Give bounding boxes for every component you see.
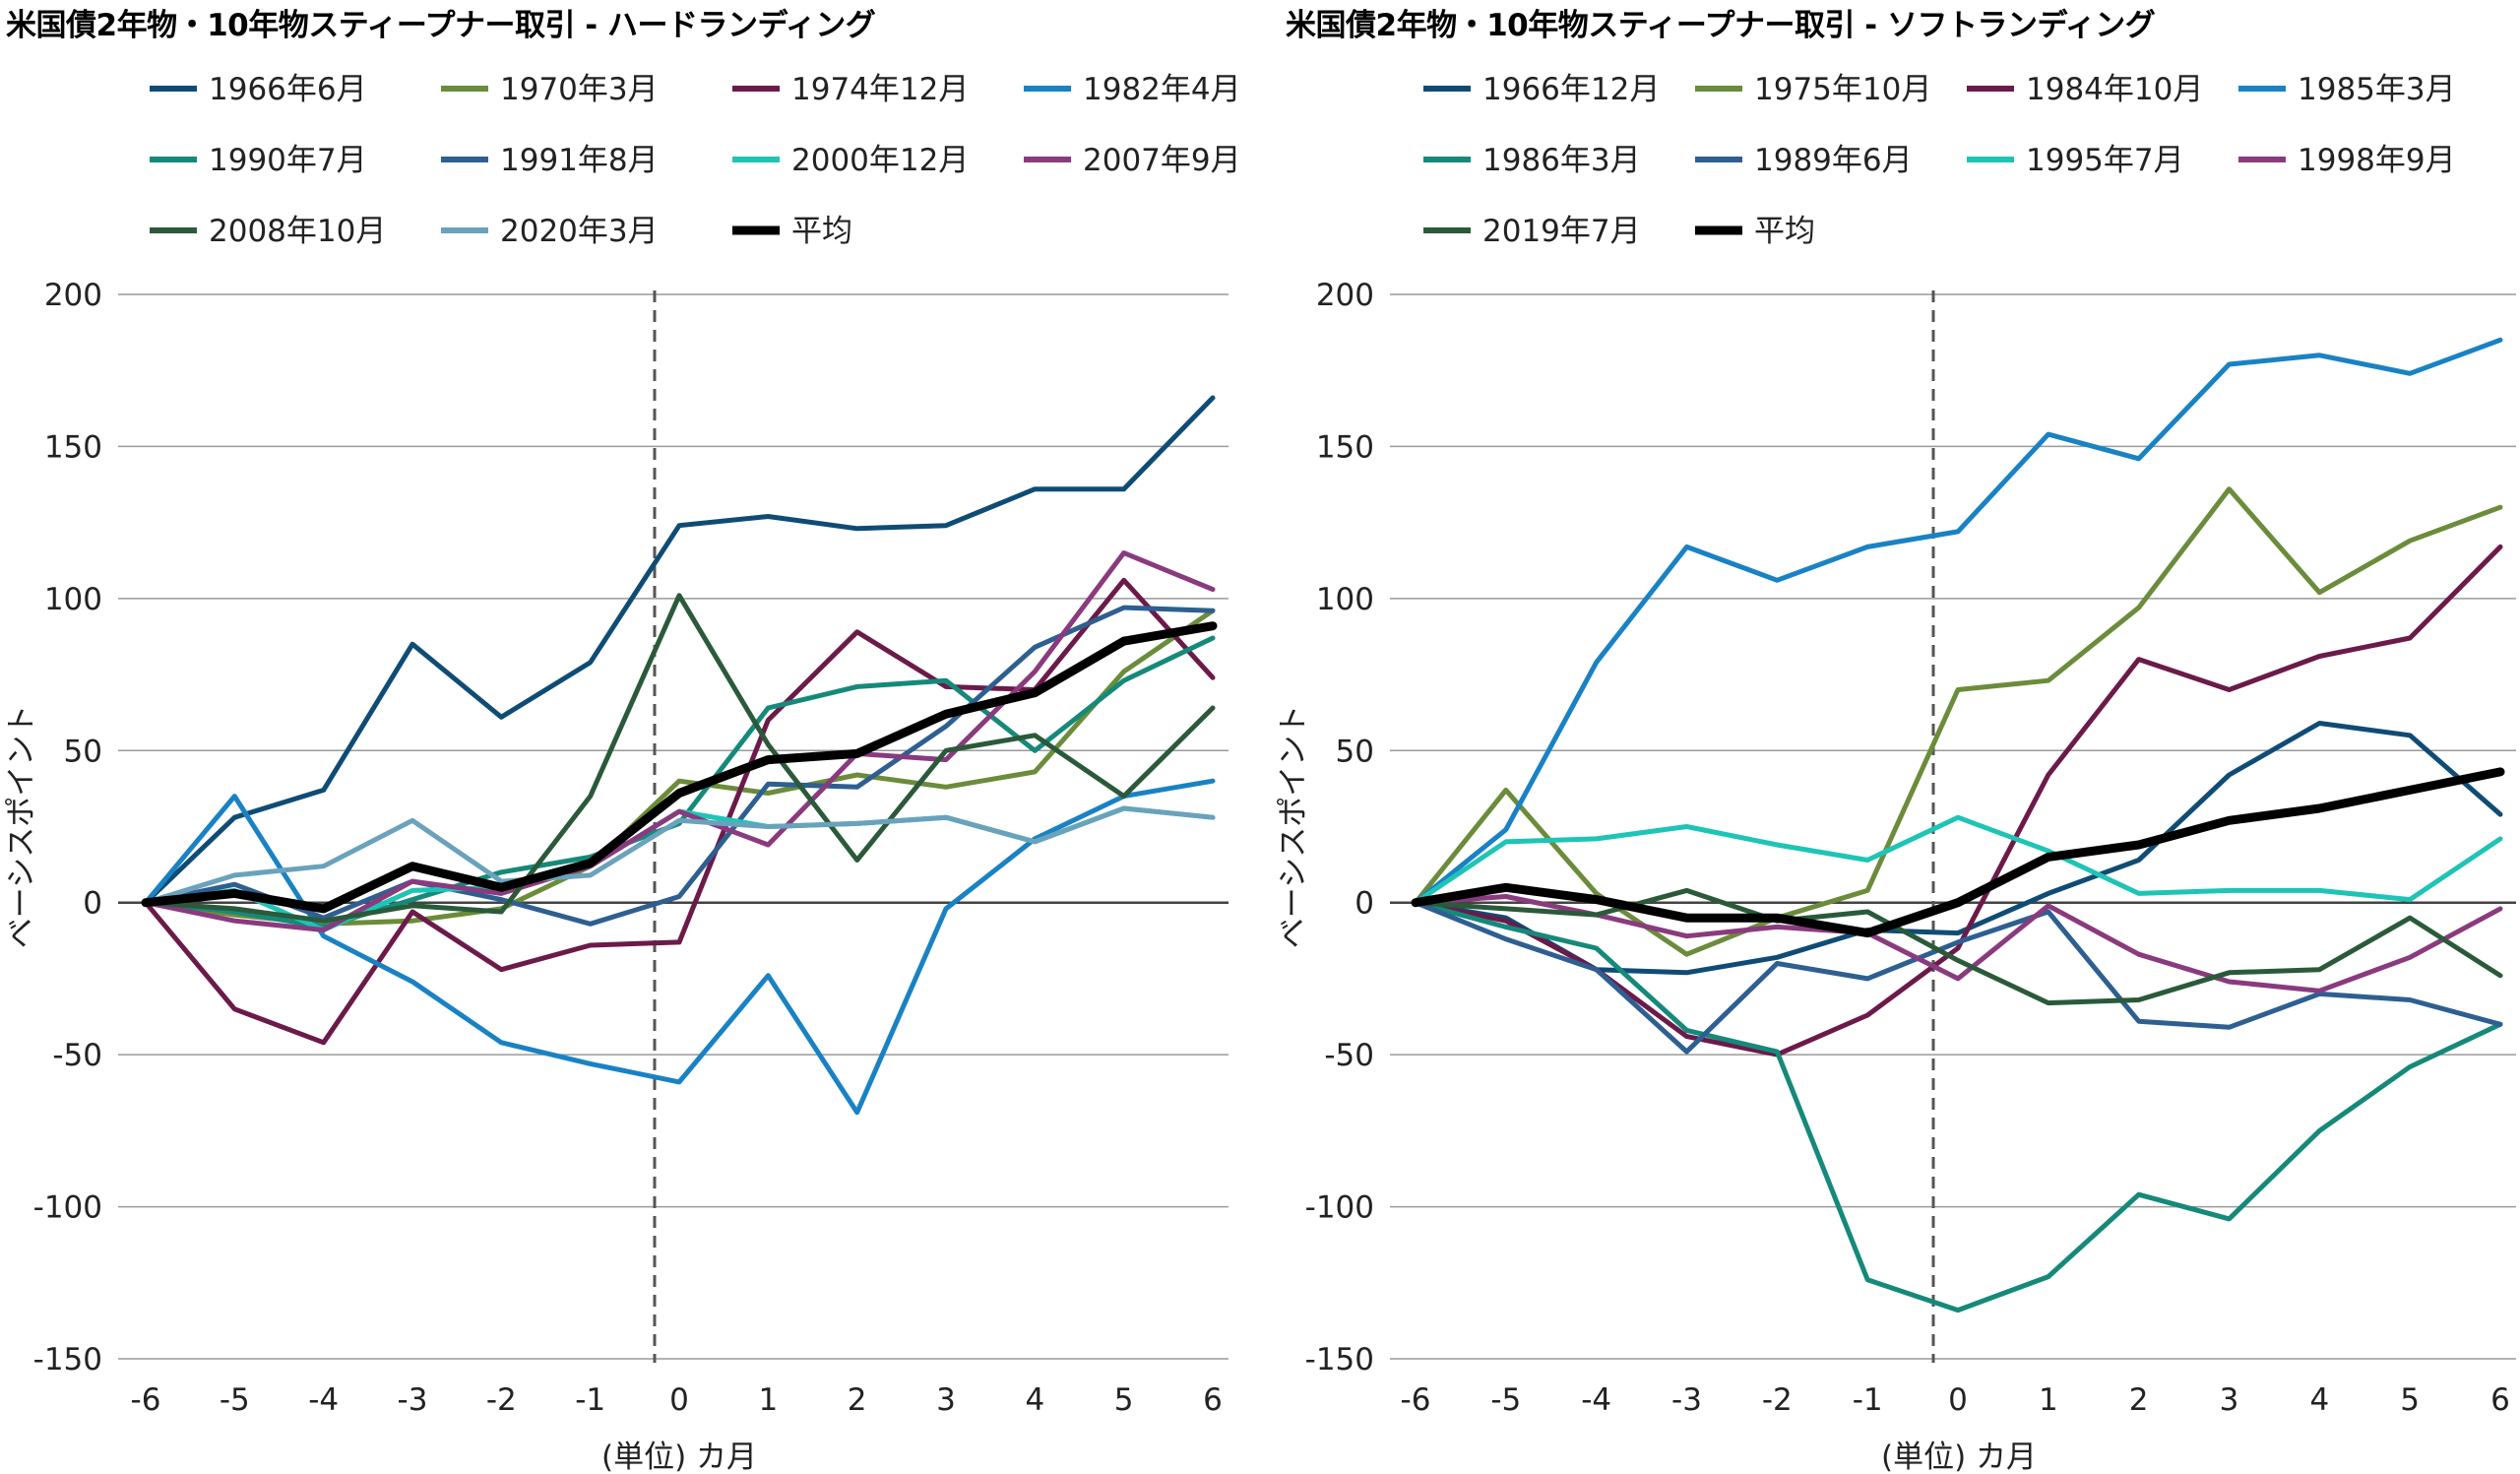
- y-axis-label: ベーシスポイント: [1276, 705, 1311, 948]
- legend-label: 1990年7月: [209, 143, 367, 178]
- chart-title-hard-landing: 米国債2年物・10年物スティープナー取引 - ハードランディング: [6, 8, 876, 43]
- legend-label: 1982年4月: [1083, 72, 1241, 107]
- series-line: [1413, 900, 2503, 1055]
- y-axis-label: ベーシスポイント: [4, 705, 39, 948]
- series-line: [1413, 900, 2503, 1314]
- x-tick-label: -5: [220, 1382, 250, 1418]
- x-axis-label: (単位) カ月: [601, 1440, 757, 1474]
- legend-label: 1995年7月: [2026, 143, 2184, 178]
- x-tick-label: 5: [1114, 1382, 1134, 1418]
- legend-label: 2000年12月: [791, 143, 969, 178]
- series-line: [1413, 721, 2503, 976]
- x-tick-label: -1: [575, 1382, 605, 1418]
- x-tick-label: 6: [1203, 1382, 1223, 1418]
- x-tick-label: 1: [758, 1382, 778, 1418]
- y-tick-label: 150: [44, 429, 102, 465]
- chart-panel-soft-landing: 米国債2年物・10年物スティープナー取引 - ソフトランディング 200 150 1…: [1276, 0, 2520, 1474]
- y-tick-label: 0: [83, 886, 102, 922]
- legend-label: 1970年3月: [500, 72, 659, 107]
- x-tick-label: 3: [936, 1382, 956, 1418]
- x-tick-label: 5: [2400, 1382, 2420, 1418]
- chart-hard-landing: 200 150 100 50 0 -50 -100 -150 -6 -5 -4 -3 -2 -1 0 1 2 3 4…: [4, 72, 1241, 1474]
- y-tick-label: -100: [1305, 1190, 1374, 1226]
- x-tick-label: 6: [2490, 1382, 2510, 1418]
- chart-title-soft-landing: 米国債2年物・10年物スティープナー取引 - ソフトランディング: [1286, 8, 2156, 43]
- x-tick-label: -6: [1401, 1382, 1431, 1418]
- legend-label: 2020年3月: [500, 214, 659, 249]
- x-tick-label: -1: [1853, 1382, 1883, 1418]
- y-tick-label: -50: [52, 1038, 102, 1073]
- x-tick-label: 2: [848, 1382, 867, 1418]
- x-tick-label: -2: [486, 1382, 517, 1418]
- y-tick-label: 100: [44, 582, 102, 617]
- x-tick-label: 1: [2039, 1382, 2058, 1418]
- series-line: [143, 550, 1216, 932]
- series-line: [143, 395, 1216, 906]
- y-tick-label: 150: [1316, 429, 1374, 465]
- series-line: [143, 608, 1216, 927]
- series-line: [1413, 337, 2503, 906]
- chart-soft-landing: 200 150 100 50 0 -50 -100 -150 -6 -5 -4 -3 -2 -1 0 1 2 3 4…: [1276, 72, 2516, 1474]
- series-line: [143, 805, 1216, 906]
- legend-label: 1986年3月: [1482, 143, 1641, 178]
- series-line: [1411, 767, 2505, 938]
- y-tick-label: 0: [1354, 886, 1374, 922]
- series-line: [141, 621, 1218, 914]
- x-tick-label: -6: [131, 1382, 161, 1418]
- series-line: [143, 778, 1216, 1116]
- x-tick-label: 2: [2129, 1382, 2149, 1418]
- x-tick-label: -3: [398, 1382, 428, 1418]
- series-line: [1413, 486, 2503, 957]
- series-line: [143, 635, 1216, 929]
- y-tick-label: 200: [1316, 278, 1374, 313]
- legend-label: 1989年6月: [1754, 143, 1913, 178]
- series-line: [1413, 887, 2503, 1006]
- series-line: [143, 593, 1216, 924]
- legend-label: 1991年8月: [500, 143, 659, 178]
- legend-label: 1966年6月: [209, 72, 367, 107]
- x-tick-label: 4: [2309, 1382, 2329, 1418]
- legend-label: 1966年12月: [1482, 72, 1660, 107]
- x-tick-label: -4: [308, 1382, 339, 1418]
- y-tick-label: -150: [33, 1342, 102, 1378]
- series-line: [143, 605, 1216, 927]
- x-tick-label: 4: [1025, 1382, 1044, 1418]
- legend-label: 2008年10月: [209, 214, 386, 249]
- legend-label: 2019年7月: [1482, 214, 1641, 249]
- x-tick-label: -5: [1490, 1382, 1521, 1418]
- y-tick-label: 50: [1336, 734, 1374, 769]
- legend-label: 1975年10月: [1754, 72, 1931, 107]
- x-tick-label: -3: [1671, 1382, 1702, 1418]
- legend-label: 平均: [1754, 214, 1815, 249]
- legend-label: 1985年3月: [2298, 72, 2456, 107]
- y-tick-label: 200: [44, 278, 102, 313]
- legend-label: 1974年12月: [791, 72, 969, 107]
- series-line: [1413, 814, 2503, 906]
- legend-label: 2007年9月: [1083, 143, 1241, 178]
- x-tick-label: 0: [669, 1382, 689, 1418]
- y-tick-label: 50: [64, 734, 102, 769]
- x-axis-label: (単位) カ月: [1881, 1440, 2037, 1474]
- y-tick-label: -100: [33, 1190, 102, 1226]
- x-tick-label: 3: [2220, 1382, 2239, 1418]
- legend-label: 1998年9月: [2298, 143, 2456, 178]
- y-tick-label: -50: [1324, 1038, 1374, 1073]
- legend-label: 1984年10月: [2026, 72, 2203, 107]
- y-tick-label: -150: [1305, 1342, 1374, 1378]
- chart-panel-hard-landing: 米国債2年物・10年物スティープナー取引 - ハードランディング 200 150 1…: [4, 8, 1241, 1474]
- y-tick-label: 100: [1316, 582, 1374, 617]
- x-tick-label: 0: [1948, 1382, 1968, 1418]
- legend-label: 平均: [791, 214, 852, 249]
- x-tick-label: -2: [1762, 1382, 1793, 1418]
- x-tick-label: -4: [1581, 1382, 1611, 1418]
